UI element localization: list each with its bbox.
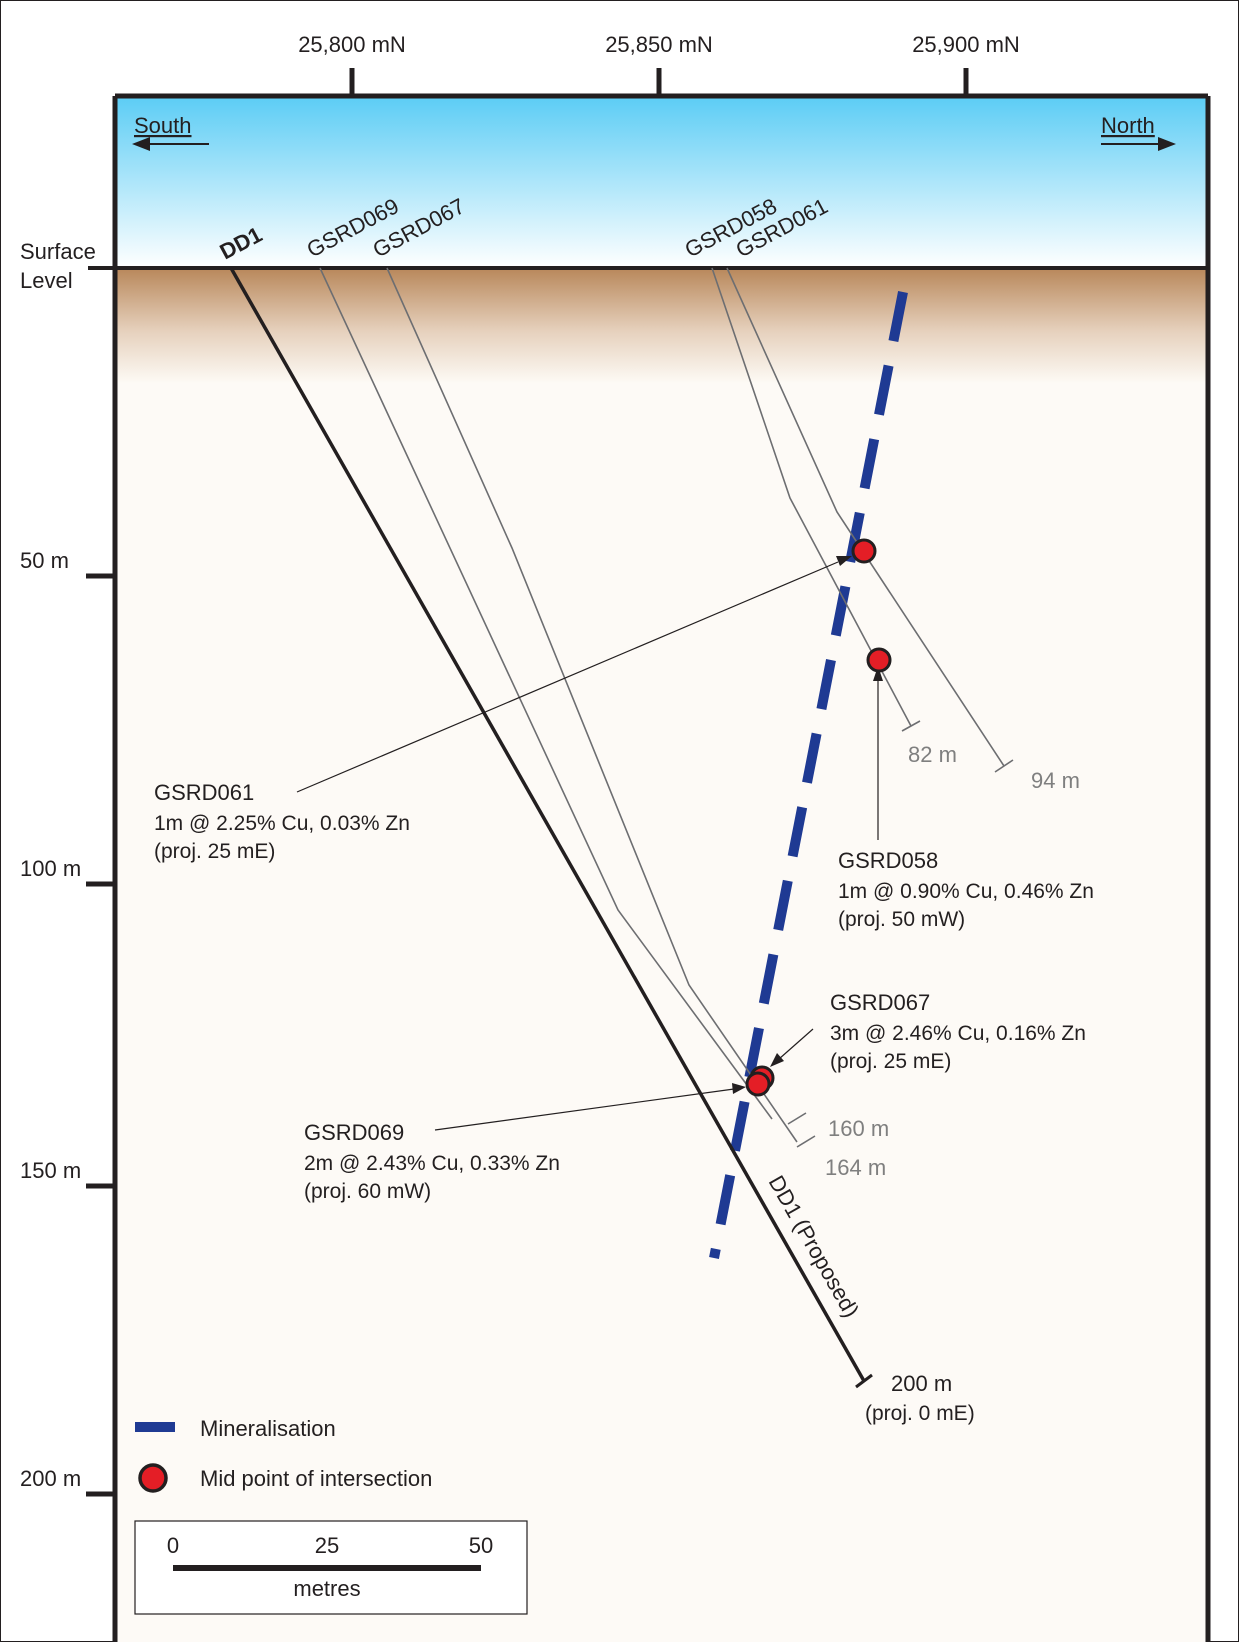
- scale-bar: 0 25 50 metres: [134, 1520, 528, 1615]
- northing-label: 25,850 mN: [605, 32, 713, 57]
- south-label: South: [134, 113, 192, 138]
- gsrd069-annotation-proj: (proj. 60 mW): [304, 1180, 431, 1203]
- depth-label: 100 m: [20, 856, 81, 881]
- legend-midpoint-label: Mid point of intersection: [200, 1466, 432, 1491]
- gsrd061-annotation-hole: GSRD061: [154, 780, 254, 805]
- gsrd061-end-depth: 94 m: [1031, 768, 1080, 793]
- gsrd067-annotation-result: 3m @ 2.46% Cu, 0.16% Zn: [830, 1022, 1086, 1045]
- dd1-end-proj: (proj. 0 mE): [865, 1402, 975, 1425]
- legend-mineralisation-swatch: [135, 1422, 175, 1432]
- gsrd058-annotation-proj: (proj. 50 mW): [838, 908, 965, 931]
- gsrd061-leader-arrow: [836, 556, 852, 566]
- gsrd061-leader: [296, 561, 839, 793]
- mineralisation-zone: [709, 291, 908, 1259]
- gsrd067-leader-arrow: [770, 1053, 784, 1067]
- rock-zone: [115, 383, 1208, 1642]
- gsrd069-annotation: GSRD069 2m @ 2.43% Cu, 0.33% Zn (proj. 6…: [304, 1120, 560, 1203]
- gsrd061-end-marker: [994, 759, 1014, 773]
- dd1-trace: [229, 267, 866, 1382]
- gsrd067-end-depth: 160 m: [828, 1116, 889, 1141]
- surface-label-line2: Level: [20, 268, 73, 293]
- gsrd069-annotation-result: 2m @ 2.43% Cu, 0.33% Zn: [304, 1152, 560, 1175]
- gsrd058-trace: [711, 267, 912, 727]
- gsrd061-intersection-point: [851, 538, 877, 564]
- gsrd069-end-marker: [796, 1135, 816, 1148]
- gsrd067-leader: [778, 1028, 814, 1060]
- northing-label: 25,900 mN: [912, 32, 1020, 57]
- south-arrow-head: [132, 137, 150, 151]
- legend: Mineralisation Mid point of intersection: [135, 1416, 432, 1493]
- scale-bar-tick-label: 0: [167, 1533, 179, 1558]
- gsrd069-annotation-hole: GSRD069: [304, 1120, 404, 1145]
- gsrd058-end-marker: [901, 720, 921, 732]
- northing-label: 25,800 mN: [298, 32, 406, 57]
- gsrd061-annotation-proj: (proj. 25 mE): [154, 840, 275, 863]
- depth-label: 150 m: [20, 1158, 81, 1183]
- sky-zone: [115, 98, 1208, 268]
- gsrd058-intersection-point: [866, 647, 892, 673]
- gsrd058-end-depth: 82 m: [908, 742, 957, 767]
- legend-mineralisation-label: Mineralisation: [200, 1416, 336, 1441]
- depth-label: 200 m: [20, 1466, 81, 1491]
- gsrd061-trace: [726, 267, 1005, 767]
- gsrd067-annotation-proj: (proj. 25 mE): [830, 1050, 951, 1073]
- gsrd069-leader: [434, 1088, 735, 1131]
- dd1-end-marker: [855, 1373, 873, 1389]
- gsrd067-annotation: GSRD067 3m @ 2.46% Cu, 0.16% Zn (proj. 2…: [830, 990, 1086, 1073]
- gsrd058-leader-arrow: [873, 666, 883, 681]
- depth-label: 50 m: [20, 548, 69, 573]
- scale-bar-unit: metres: [293, 1576, 360, 1601]
- gsrd067-annotation-hole: GSRD067: [830, 990, 930, 1015]
- gsrd058-annotation: GSRD058 1m @ 0.90% Cu, 0.46% Zn (proj. 5…: [838, 848, 1094, 931]
- gsrd069-leader-arrow: [732, 1083, 746, 1094]
- gsrd058-annotation-result: 1m @ 0.90% Cu, 0.46% Zn: [838, 880, 1094, 903]
- gsrd061-annotation-result: 1m @ 2.25% Cu, 0.03% Zn: [154, 812, 410, 835]
- legend-midpoint-swatch: [138, 1463, 168, 1493]
- gsrd067-trace: [386, 267, 798, 1143]
- north-label: North: [1101, 113, 1155, 138]
- gsrd061-annotation: GSRD061 1m @ 2.25% Cu, 0.03% Zn (proj. 2…: [154, 780, 410, 863]
- surface-label-line1: Surface: [20, 239, 96, 264]
- gsrd058-annotation-hole: GSRD058: [838, 848, 938, 873]
- north-arrow-head: [1158, 137, 1176, 151]
- scale-bar-tick-label: 25: [315, 1533, 339, 1558]
- gsrd069-end-depth: 164 m: [825, 1155, 886, 1180]
- scale-bar-tick-label: 50: [469, 1533, 493, 1558]
- dd1-end-depth: 200 m: [891, 1371, 952, 1396]
- gsrd069-trace: [319, 267, 773, 1120]
- soil-zone: [115, 268, 1208, 383]
- gsrd067-end-marker: [787, 1112, 807, 1125]
- gsrd069-intersection-point: [745, 1071, 771, 1097]
